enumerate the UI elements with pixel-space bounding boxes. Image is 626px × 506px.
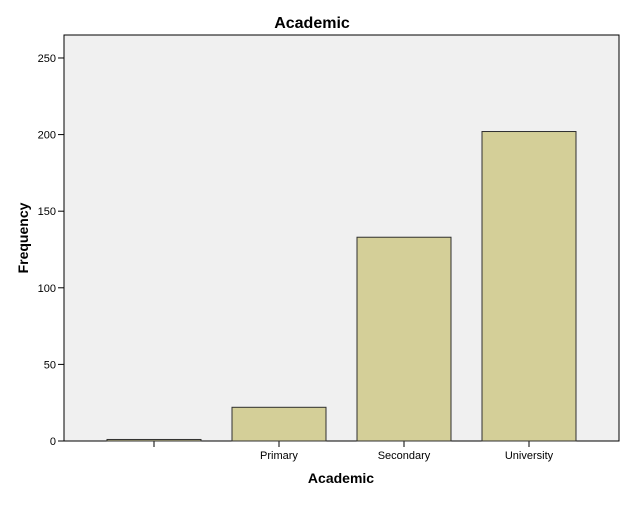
x-tick-label: University xyxy=(505,450,554,462)
y-tick-label: 200 xyxy=(38,130,56,142)
y-axis: 0 50 100 150 200 250 xyxy=(38,53,64,448)
x-tick-label: Secondary xyxy=(378,450,431,462)
y-tick-label: 250 xyxy=(38,53,56,65)
x-axis-title: Academic xyxy=(308,470,374,486)
bars-group xyxy=(106,131,577,442)
bar xyxy=(231,406,327,442)
bar xyxy=(481,131,577,442)
y-axis-title: Frequency xyxy=(15,202,31,273)
bar xyxy=(106,438,202,442)
chart-title: Academic xyxy=(274,15,350,32)
x-axis: Primary Secondary University xyxy=(153,441,554,462)
x-tick-label: Primary xyxy=(260,450,298,462)
y-tick-label: 150 xyxy=(38,206,56,218)
y-tick-label: 50 xyxy=(44,359,56,371)
y-tick-label: 0 xyxy=(50,436,56,448)
y-tick-label: 100 xyxy=(38,283,56,295)
bar xyxy=(356,236,452,442)
